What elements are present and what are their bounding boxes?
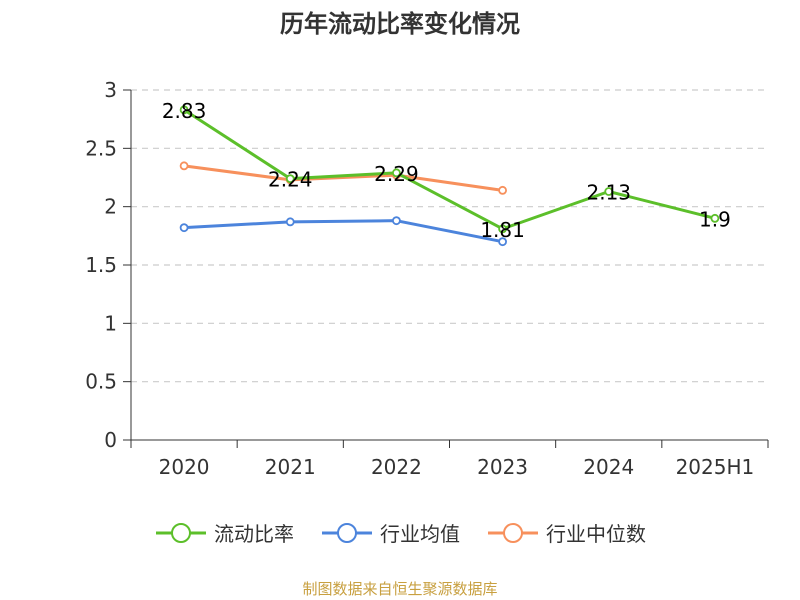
legend-item[interactable]: 流动比率 [154, 518, 294, 547]
data-point [710, 213, 720, 223]
data-point [604, 187, 614, 196]
legend-circle [171, 522, 191, 543]
y-tick-label: 2.5 [85, 136, 117, 160]
y-tick-label: 1.5 [85, 253, 117, 277]
legend-circle [503, 522, 523, 543]
series-line [183, 164, 503, 192]
y-tick-label: 3 [104, 78, 117, 102]
data-point [392, 216, 401, 226]
data-point [498, 237, 507, 247]
y-tick-label: 1 [104, 311, 117, 335]
x-tick-label: 2020 [159, 455, 210, 479]
data-point [179, 105, 189, 115]
y-tick-label: 2 [104, 195, 117, 219]
y-tick-label: 0.5 [85, 370, 117, 394]
data-label: 1.81 [480, 218, 525, 242]
legend-circle [337, 522, 357, 543]
series-line [184, 219, 503, 244]
axis-layer: 0 0.5 1 1.5 2 2.5 3 2020 2021 2022 2023 2024 2025H1 [85, 78, 769, 479]
legend-marker-icon [156, 522, 206, 543]
legend-label: 行业均值 [380, 522, 460, 546]
series-line [183, 108, 716, 231]
data-label: 2.83 [162, 99, 207, 123]
legend-marker-icon [322, 522, 372, 543]
chart-title: 历年流动比率变化情况 [280, 10, 520, 38]
data-label-layer: 2.83 2.24 2.29 1.81 2.13 1.9 [162, 99, 731, 242]
legend-label: 行业中位数 [546, 522, 646, 546]
data-label: 2.29 [374, 162, 419, 186]
data-point [179, 223, 189, 233]
legend-marker-icon [488, 522, 538, 543]
x-tick-label: 2021 [265, 455, 316, 479]
grid-layer [131, 89, 768, 383]
series-layer [179, 105, 720, 247]
x-tick-label: 2025H1 [676, 455, 755, 479]
legend-item[interactable]: 行业均值 [320, 518, 460, 547]
x-tick-label: 2022 [371, 455, 422, 479]
x-tick-label: 2024 [583, 455, 634, 479]
y-tick-label: 0 [104, 428, 117, 452]
legend-item[interactable]: 行业中位数 [486, 518, 646, 547]
data-point [285, 174, 295, 184]
data-label: 2.24 [268, 168, 313, 192]
data-label: 2.13 [586, 181, 631, 205]
legend: 流动比率 行业均值 行业中位数 [0, 518, 800, 547]
data-point [498, 185, 507, 195]
data-point [285, 217, 295, 227]
data-point [498, 224, 507, 234]
source-note: 制图数据来自恒生聚源数据库 [302, 580, 498, 598]
data-point [179, 161, 189, 171]
data-label: 1.9 [699, 207, 731, 231]
x-tick-label: 2023 [477, 455, 528, 479]
legend-label: 流动比率 [214, 522, 294, 546]
data-point [392, 168, 401, 178]
